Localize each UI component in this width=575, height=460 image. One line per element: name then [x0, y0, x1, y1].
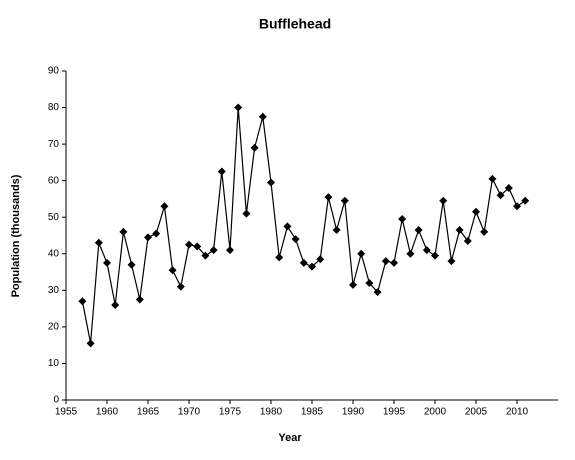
y-tick-label: 60 [48, 175, 60, 186]
data-point [422, 246, 431, 255]
x-axis-label: Year [278, 432, 302, 444]
data-point [398, 215, 407, 224]
data-point [168, 266, 177, 275]
data-point [447, 257, 456, 266]
data-point [217, 167, 226, 176]
data-point [209, 246, 218, 255]
data-point [332, 226, 341, 235]
data-point [472, 207, 480, 216]
data-point [299, 258, 308, 267]
y-tick-label: 30 [48, 285, 60, 296]
data-point [480, 227, 489, 236]
data-point [111, 300, 120, 309]
data-point [258, 112, 267, 121]
data-point [431, 251, 439, 260]
data-point [406, 249, 415, 258]
y-tick-label: 50 [48, 212, 60, 223]
y-tick-label: 20 [48, 322, 60, 333]
y-tick-label: 10 [48, 358, 60, 369]
data-point [86, 339, 95, 348]
data-point [340, 196, 349, 205]
data-point [381, 257, 390, 266]
data-point [94, 238, 103, 247]
x-tick-label: 1970 [178, 407, 201, 418]
x-tick-label: 1995 [383, 407, 406, 418]
data-point [119, 227, 128, 236]
y-tick-label: 40 [48, 248, 60, 259]
data-point [226, 246, 234, 255]
data-point [283, 222, 292, 231]
x-tick-label: 2000 [424, 407, 447, 418]
data-point [316, 255, 325, 264]
data-point [160, 202, 169, 211]
data-point [176, 282, 185, 291]
x-tick-label: 1985 [301, 407, 324, 418]
x-tick-label: 1955 [55, 407, 78, 418]
data-point [357, 249, 366, 258]
y-tick-label: 0 [53, 395, 59, 406]
data-point [144, 233, 152, 242]
data-point [521, 196, 530, 205]
data-point [455, 226, 464, 235]
data-point [324, 193, 333, 202]
data-point [185, 240, 193, 249]
data-point [127, 260, 136, 269]
data-point [291, 235, 300, 244]
data-line [81, 107, 526, 344]
data-point [275, 253, 284, 262]
x-tick-label: 1980 [260, 407, 283, 418]
data-point [152, 229, 161, 238]
x-tick-label: 1960 [96, 407, 119, 418]
data-point [78, 297, 87, 306]
chart-title: Bufflehead [259, 16, 331, 32]
y-axis-label: Population (thousands) [10, 174, 22, 297]
data-point [496, 191, 505, 200]
data-point [250, 143, 259, 152]
data-point [365, 279, 374, 288]
data-point [201, 251, 210, 260]
x-tick-label: 2010 [506, 407, 529, 418]
data-point [373, 288, 382, 297]
x-tick-label: 2005 [465, 407, 488, 418]
y-tick-label: 70 [48, 139, 60, 150]
data-point [390, 258, 398, 267]
data-point [103, 258, 111, 267]
y-tick-label: 90 [48, 66, 60, 77]
y-tick-label: 80 [48, 102, 60, 113]
data-point [463, 236, 472, 245]
data-point [308, 262, 316, 271]
x-tick-label: 1965 [137, 407, 160, 418]
data-point [234, 103, 243, 112]
data-point [349, 280, 357, 289]
data-point [414, 226, 423, 235]
data-point [513, 202, 521, 211]
data-point [439, 196, 448, 205]
data-point [193, 242, 202, 251]
data-point [135, 295, 144, 304]
data-point [267, 178, 275, 187]
x-tick-label: 1975 [219, 407, 242, 418]
data-point [488, 174, 497, 183]
data-point [504, 183, 513, 192]
x-tick-label: 1990 [342, 407, 365, 418]
data-point [242, 209, 251, 218]
